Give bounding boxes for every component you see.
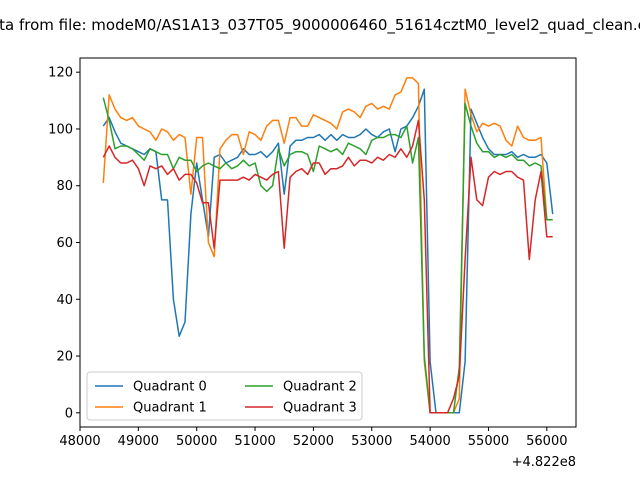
legend-label: Quadrant 2 <box>283 380 357 395</box>
x-tick-label: 50000 <box>176 434 217 449</box>
chart-title: Data from file: modeM0/AS1A13_037T05_900… <box>0 16 640 35</box>
series-line-2 <box>102 97 553 414</box>
x-tick-label: 48000 <box>59 434 100 449</box>
y-tick-label: 0 <box>65 406 73 421</box>
x-axis: 48000 49000 50000 51000 52000 53000 54000 55000… <box>59 427 568 449</box>
x-tick-label: 54000 <box>409 434 450 449</box>
x-tick-label: 56000 <box>526 434 567 449</box>
x-tick-label: 51000 <box>234 434 275 449</box>
y-tick-label: 120 <box>48 66 73 81</box>
legend-frame <box>86 371 363 421</box>
x-tick-label: 52000 <box>293 434 334 449</box>
y-tick-label: 20 <box>56 350 73 365</box>
x-tick-label: 55000 <box>468 434 509 449</box>
legend-label: Quadrant 0 <box>133 380 207 395</box>
legend: Quadrant 0 Quadrant 1 Quadrant 2 Quadrant 3 <box>86 371 363 421</box>
x-tick-label: 49000 <box>118 434 159 449</box>
y-tick-label: 80 <box>56 179 73 194</box>
legend-label: Quadrant 3 <box>283 401 357 416</box>
y-tick-label: 100 <box>48 122 73 137</box>
y-tick-label: 60 <box>56 236 73 251</box>
series-line-1 <box>102 77 553 414</box>
series-layer <box>102 77 554 414</box>
y-tick-label: 40 <box>56 293 73 308</box>
series-line-0 <box>102 88 554 414</box>
y-axis: 0 20 40 60 80 100 120 <box>48 66 80 421</box>
x-tick-label: 53000 <box>351 434 392 449</box>
legend-label: Quadrant 1 <box>133 401 207 416</box>
series-line-3 <box>102 119 553 414</box>
x-axis-offset-label: +4.822e8 <box>512 455 576 470</box>
